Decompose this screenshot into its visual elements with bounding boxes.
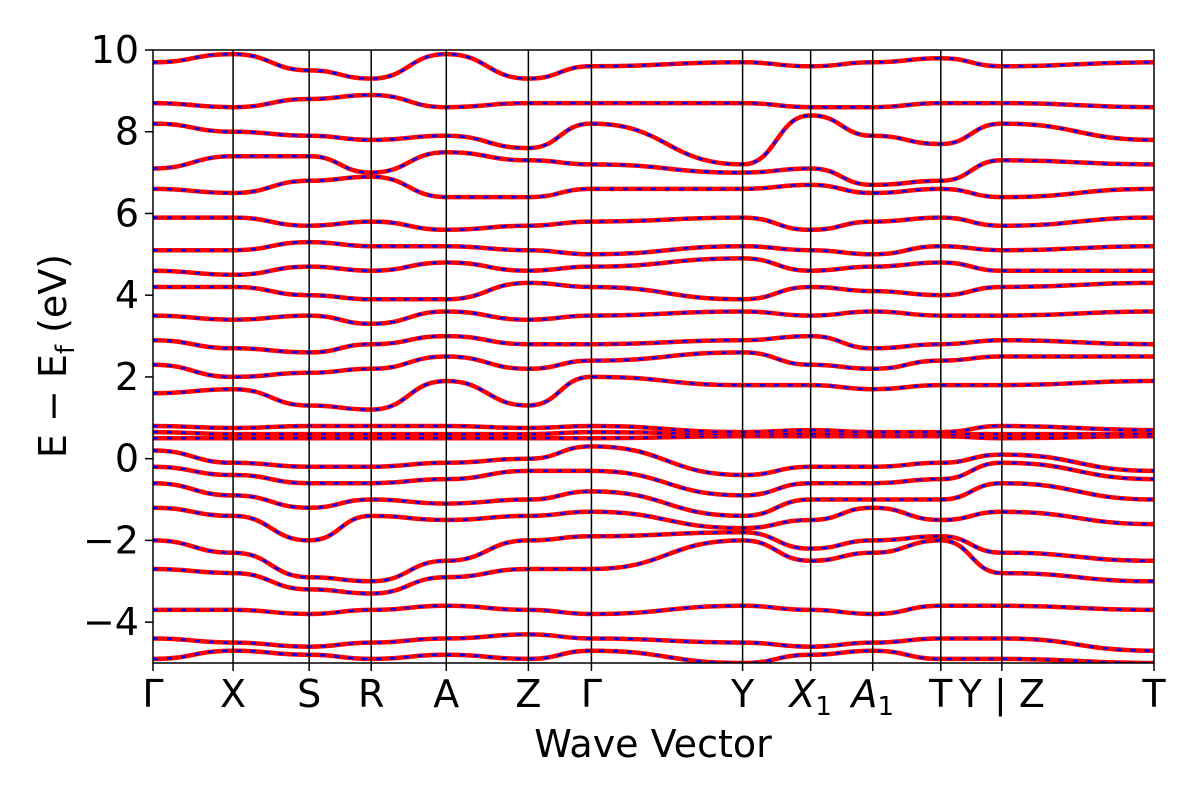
- x-tick-label-12: T: [1141, 672, 1166, 716]
- x-tick-label-9: A1: [848, 672, 894, 722]
- band-10-red: [153, 429, 1154, 437]
- x-tick-label-7: Y: [730, 672, 755, 716]
- y-tick-label-4: 4: [115, 273, 139, 317]
- y-axis-label-unit: (eV): [31, 254, 75, 345]
- kpoint-lines-layer: [232, 50, 1003, 663]
- band-22-red: [153, 113, 1154, 167]
- y-tick-label-0: −4: [83, 600, 139, 644]
- x-tick-label-2: S: [297, 672, 321, 716]
- x-tick-label-3: R: [358, 672, 384, 716]
- x-tick-label-6: Γ: [581, 672, 602, 716]
- x-tick-label-0: Γ: [142, 672, 163, 716]
- x-tick-label-11: Y | Z: [958, 672, 1045, 717]
- band-2-red: [153, 603, 1154, 617]
- y-tick-label-3: 2: [115, 355, 139, 399]
- y-tick-label-7: 10: [91, 28, 139, 72]
- x-tick-label-8: X1: [787, 672, 832, 722]
- y-tick-label-1: −2: [83, 518, 139, 562]
- y-ticks-layer: −4 −2 0 2 4 6 8 10: [83, 28, 153, 644]
- y-tick-label-5: 6: [115, 191, 139, 235]
- y-axis-label: E − Ef (eV): [31, 254, 81, 458]
- band-9-red: [153, 433, 1154, 441]
- band-5-blue: [153, 506, 1154, 542]
- y-tick-label-6: 8: [115, 110, 139, 154]
- x-tick-label-10: T: [928, 672, 953, 716]
- plot-frame: [152, 49, 1155, 664]
- x-tick-label-5: Z: [515, 672, 541, 716]
- y-axis-label-main: E − E: [31, 354, 75, 458]
- y-tick-label-2: 0: [115, 437, 139, 481]
- x-tick-label-4: A: [433, 672, 459, 716]
- y-axis-label-subscript: f: [51, 344, 81, 354]
- x-tick-label-1: X: [220, 672, 246, 716]
- x-axis-label: Wave Vector: [534, 722, 772, 766]
